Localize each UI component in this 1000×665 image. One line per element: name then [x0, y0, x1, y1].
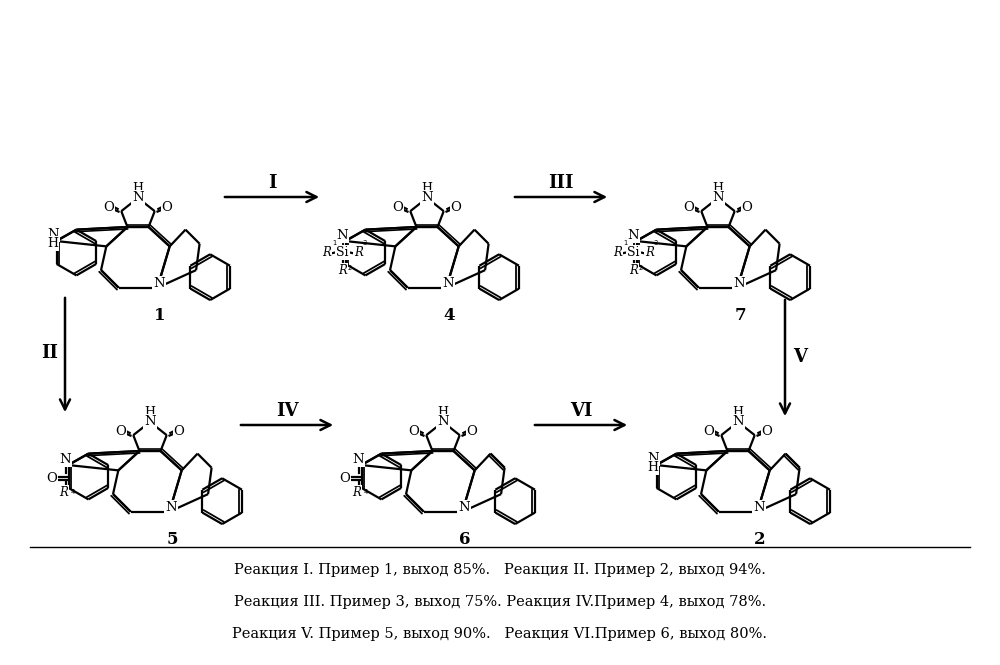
Text: O: O: [762, 425, 772, 438]
Text: O: O: [162, 201, 172, 214]
Text: N: N: [459, 501, 470, 514]
Text: O: O: [451, 201, 461, 214]
Text: H: H: [712, 182, 724, 195]
Text: I: I: [268, 174, 276, 192]
Text: N: N: [712, 192, 724, 204]
Text: N: N: [734, 277, 745, 290]
Text: R: R: [645, 246, 654, 259]
Text: III: III: [548, 174, 574, 192]
Text: N: N: [337, 229, 348, 242]
Text: R: R: [322, 246, 331, 259]
Text: Si: Si: [336, 246, 349, 259]
Text: H: H: [47, 237, 58, 250]
Text: H: H: [144, 406, 156, 419]
Text: $^3$: $^3$: [653, 241, 659, 250]
Text: Реакция V. Пример 5, выход 90%.   Реакция VI.Пример 6, выход 80%.: Реакция V. Пример 5, выход 90%. Реакция …: [232, 627, 768, 641]
Text: N: N: [732, 416, 744, 428]
Text: O: O: [409, 425, 419, 438]
Text: H: H: [422, 182, 432, 195]
Text: H: H: [647, 462, 658, 474]
Text: Si: Si: [627, 246, 640, 259]
Text: O: O: [684, 201, 694, 214]
Text: O: O: [116, 425, 126, 438]
Text: R: R: [59, 486, 68, 499]
Text: 2: 2: [754, 531, 766, 547]
Text: N: N: [443, 277, 454, 290]
Text: II: II: [42, 344, 58, 362]
Text: N: N: [144, 416, 156, 428]
Text: N: N: [754, 501, 765, 514]
Text: N: N: [47, 227, 58, 241]
Text: R: R: [354, 246, 363, 259]
Text: N: N: [166, 501, 177, 514]
Text: N: N: [628, 229, 639, 242]
Text: V: V: [793, 348, 807, 366]
Text: R: R: [613, 246, 622, 259]
Text: N: N: [647, 452, 658, 465]
Text: $^1$: $^1$: [623, 241, 629, 250]
Text: VI: VI: [570, 402, 592, 420]
Text: Реакция III. Пример 3, выход 75%. Реакция IV.Пример 4, выход 78%.: Реакция III. Пример 3, выход 75%. Реакци…: [234, 595, 766, 609]
Text: O: O: [467, 425, 477, 438]
Text: Реакция I. Пример 1, выход 85%.   Реакция II. Пример 2, выход 94%.: Реакция I. Пример 1, выход 85%. Реакция …: [234, 563, 766, 577]
Text: $^2$: $^2$: [638, 267, 644, 275]
Text: N: N: [353, 454, 364, 466]
Text: N: N: [154, 277, 165, 290]
Text: IV: IV: [276, 402, 298, 420]
Text: $^3$: $^3$: [362, 241, 368, 250]
Text: R: R: [629, 263, 638, 277]
Text: $^1$: $^1$: [332, 241, 338, 250]
Text: O: O: [393, 201, 403, 214]
Text: 1: 1: [154, 307, 166, 323]
Text: $^2$: $^2$: [347, 267, 353, 275]
Text: O: O: [104, 201, 114, 214]
Text: H: H: [438, 406, 448, 419]
Text: H: H: [732, 406, 744, 419]
Text: 6: 6: [459, 531, 471, 547]
Text: $^4$: $^4$: [70, 491, 76, 499]
Text: N: N: [132, 192, 144, 204]
Text: N: N: [60, 454, 71, 466]
Text: R: R: [338, 263, 347, 277]
Text: H: H: [132, 182, 144, 195]
Text: O: O: [704, 425, 714, 438]
Text: R: R: [352, 486, 361, 499]
Text: 4: 4: [443, 307, 455, 323]
Text: O: O: [339, 471, 350, 485]
Text: O: O: [174, 425, 184, 438]
Text: 5: 5: [166, 531, 178, 547]
Text: O: O: [742, 201, 752, 214]
Text: O: O: [46, 471, 57, 485]
Text: N: N: [437, 416, 449, 428]
Text: 7: 7: [734, 307, 746, 323]
Text: N: N: [421, 192, 433, 204]
Text: $^4$: $^4$: [363, 491, 369, 499]
